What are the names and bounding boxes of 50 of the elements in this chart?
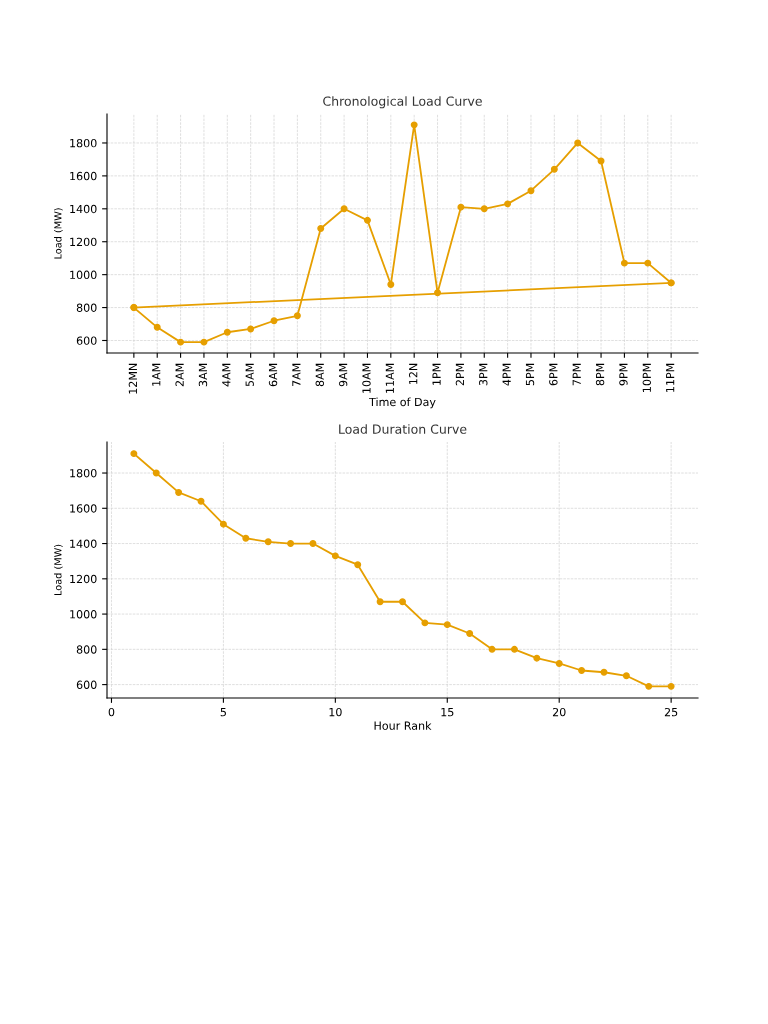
chart-title: Load Duration Curve bbox=[339, 424, 467, 434]
y-tick-label: 1200 bbox=[70, 574, 97, 584]
x-tick-label: 1PM bbox=[432, 363, 441, 385]
x-axis-title: Hour Rank bbox=[374, 721, 432, 730]
x-tick-label: 11AM bbox=[385, 363, 394, 393]
y-tick-label: 800 bbox=[76, 645, 97, 654]
x-tick-label: 0 bbox=[108, 707, 115, 717]
x-tick-label: 6PM bbox=[549, 363, 558, 386]
y-tick-label: 1200 bbox=[70, 237, 97, 247]
x-tick-label: 2PM bbox=[455, 363, 464, 386]
x-tick-label: 8AM bbox=[315, 363, 324, 387]
x-tick-label: 3AM bbox=[198, 363, 208, 387]
x-tick-label: 4AM bbox=[222, 363, 231, 387]
x-tick-label: 5 bbox=[220, 708, 226, 717]
x-tick-label: 15 bbox=[441, 708, 454, 717]
x-tick-label: 5AM bbox=[245, 363, 254, 387]
x-tick-label: 1AM bbox=[152, 363, 161, 386]
x-tick-label: 5PM bbox=[525, 363, 535, 386]
y-tick-label: 800 bbox=[76, 303, 97, 312]
y-tick-label: 1800 bbox=[70, 469, 97, 478]
x-tick-label: 12N bbox=[409, 363, 418, 384]
y-tick-label: 600 bbox=[76, 336, 97, 345]
x-tick-label: 2AM bbox=[175, 363, 184, 387]
x-tick-label: 10PM bbox=[642, 363, 651, 392]
x-tick-label: 20 bbox=[552, 707, 566, 717]
y-tick-label: 1600 bbox=[70, 504, 97, 513]
x-tick-label: 11PM bbox=[666, 363, 675, 392]
x-tick-label: 8PM bbox=[595, 363, 605, 386]
y-tick-label: 1400 bbox=[70, 539, 97, 548]
x-tick-label: 9PM bbox=[619, 363, 628, 386]
x-tick-label: 3PM bbox=[479, 363, 488, 386]
y-tick-label: 1800 bbox=[70, 138, 97, 148]
x-tick-label: 12MN bbox=[128, 363, 137, 394]
x-tick-label: 6AM bbox=[268, 363, 278, 387]
x-tick-label: 7AM bbox=[292, 363, 301, 387]
x-tick-label: 7PM bbox=[572, 363, 581, 386]
x-tick-label: 10AM bbox=[362, 363, 371, 393]
y-tick-label: 600 bbox=[76, 680, 97, 689]
x-axis-title: Time of Day bbox=[369, 397, 436, 409]
y-tick-label: 1000 bbox=[70, 610, 97, 619]
y-tick-label: 1600 bbox=[70, 171, 97, 181]
y-axis-title: Load (MW) bbox=[54, 208, 63, 259]
y-tick-label: 1400 bbox=[70, 204, 97, 214]
x-tick-label: 4PM bbox=[502, 363, 511, 386]
x-tick-label: 9AM bbox=[338, 363, 348, 387]
x-tick-label: 25 bbox=[664, 707, 678, 717]
y-tick-label: 1000 bbox=[70, 270, 97, 280]
chart-title: Chronological Load Curve bbox=[323, 96, 482, 109]
x-tick-label: 10 bbox=[329, 707, 342, 717]
y-axis-title: Load (MW) bbox=[54, 544, 63, 596]
